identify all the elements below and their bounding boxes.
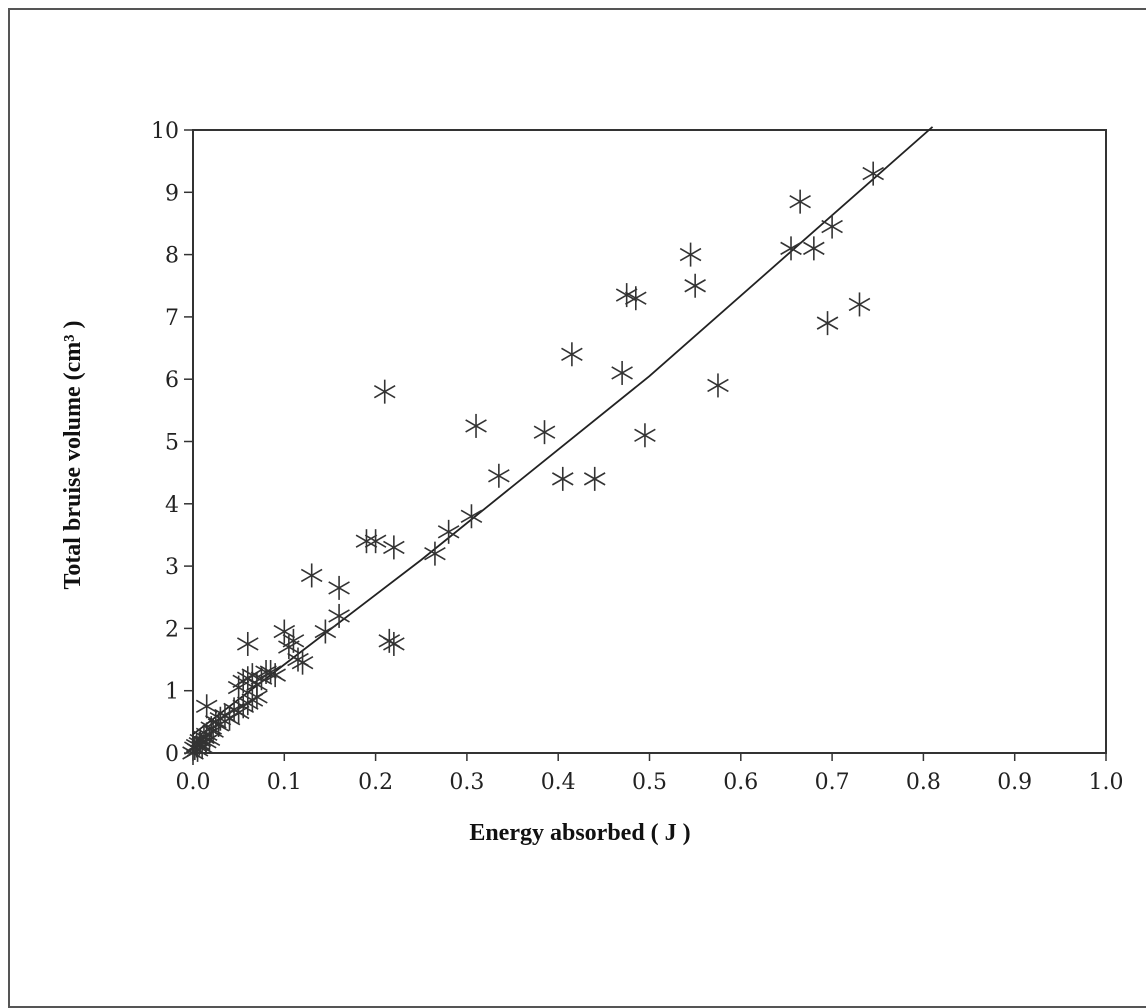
data-point: [383, 535, 405, 560]
data-point: [488, 463, 510, 488]
data-point: [373, 379, 396, 404]
x-tick-label: 0.8: [906, 770, 941, 795]
data-point: [707, 373, 729, 398]
x-tick-label: 1.0: [1089, 770, 1124, 795]
data-point: [355, 529, 378, 554]
data-point: [684, 273, 706, 298]
trend-line-group: [192, 126, 934, 736]
data-point: [328, 603, 350, 628]
y-tick-label: 8: [165, 244, 179, 269]
y-axis-title: Total bruise volume (cm³ ): [60, 321, 86, 590]
data-point: [314, 619, 337, 644]
data-point: [383, 631, 405, 656]
data-point: [198, 727, 221, 752]
data-point: [625, 286, 647, 311]
data-point: [460, 504, 483, 529]
x-tick-label: 0.9: [997, 770, 1032, 795]
data-point: [634, 423, 656, 448]
data-point: [679, 242, 702, 267]
y-axis: 0 1 2 3 4 5 6 7 8 9 10: [151, 119, 193, 767]
data-point: [236, 631, 259, 656]
x-tick-label: 0.7: [815, 770, 850, 795]
y-tick-label: 7: [165, 306, 179, 331]
data-points: [182, 161, 884, 765]
data-point: [437, 519, 460, 544]
data-point: [273, 619, 296, 644]
x-axis: 0.0 0.1 0.2 0.3 0.4 0.5 0.6 0.7 0.8 0.9 1.0: [176, 753, 1124, 795]
data-point: [583, 466, 606, 491]
data-point: [195, 694, 218, 719]
data-point: [218, 706, 241, 731]
data-point: [328, 575, 350, 600]
x-tick-label: 0.4: [541, 770, 576, 795]
x-tick-label: 0.5: [632, 770, 667, 795]
data-point: [533, 420, 556, 445]
data-point: [816, 311, 839, 336]
x-tick-label: 0.1: [267, 770, 302, 795]
data-point: [278, 635, 300, 660]
data-point: [561, 342, 583, 367]
trend-line: [192, 126, 934, 736]
data-point: [780, 236, 802, 261]
data-point: [300, 563, 323, 588]
y-tick-label: 6: [165, 368, 179, 393]
y-tick-label: 10: [151, 119, 179, 144]
y-tick-label: 1: [165, 680, 179, 705]
plot-area: [192, 129, 1107, 754]
x-tick-label: 0.6: [723, 770, 758, 795]
x-tick-label: 0.2: [358, 770, 393, 795]
data-point: [291, 650, 314, 675]
x-tick-label: 0.3: [449, 770, 484, 795]
data-point: [465, 413, 487, 438]
y-tick-label: 9: [165, 181, 179, 206]
y-tick-label: 0: [165, 742, 179, 767]
data-point: [264, 663, 286, 688]
data-point: [364, 529, 387, 554]
x-tick-label: 0.0: [176, 770, 211, 795]
y-tick-label: 5: [165, 431, 179, 456]
y-tick-label: 4: [165, 493, 179, 518]
data-point: [862, 161, 884, 186]
data-point: [551, 466, 574, 491]
data-point: [611, 360, 633, 385]
plot-border: [192, 129, 1107, 754]
y-tick-label: 3: [165, 555, 179, 580]
data-point: [821, 214, 843, 239]
data-point: [424, 541, 446, 566]
x-axis-title: Energy absorbed ( J ): [469, 820, 690, 846]
y-tick-label: 2: [165, 617, 179, 642]
data-point: [789, 189, 811, 214]
data-point: [848, 292, 871, 317]
data-point: [803, 236, 825, 261]
